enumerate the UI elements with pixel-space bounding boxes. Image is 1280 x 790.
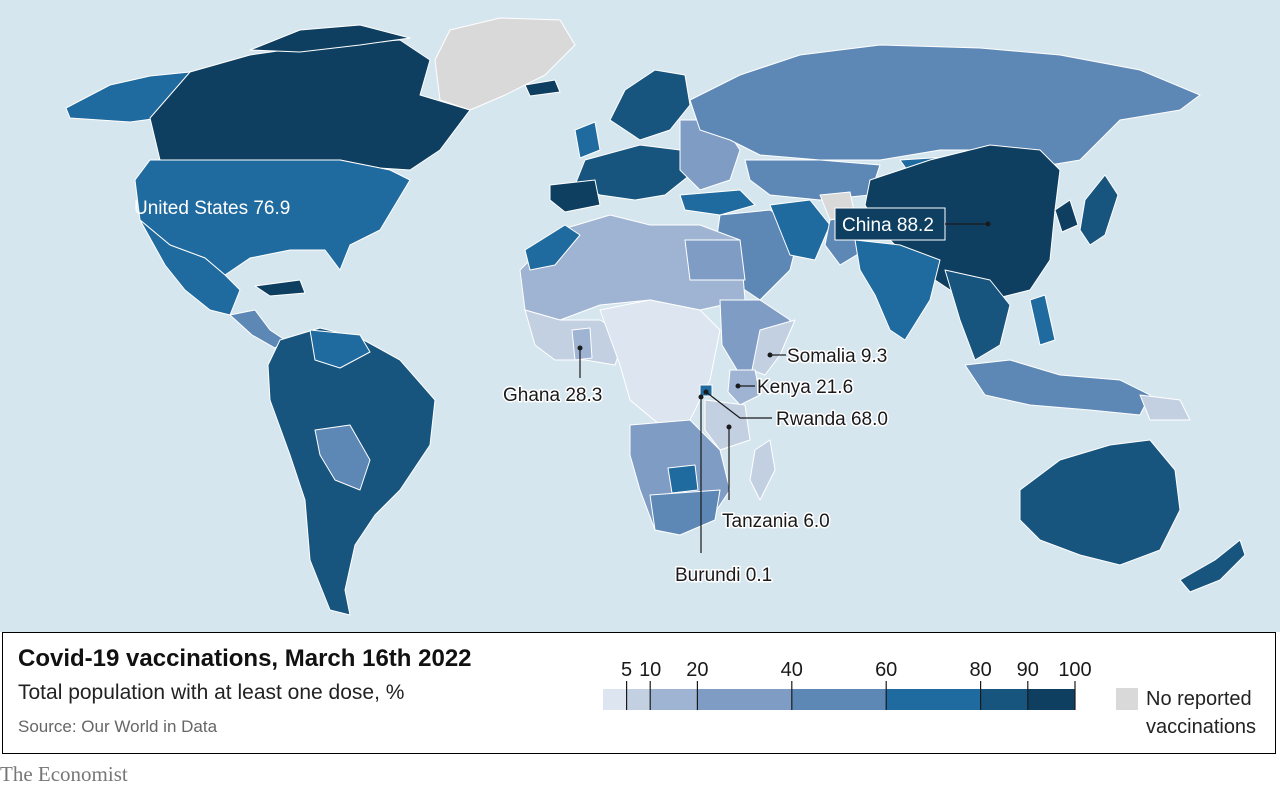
region-india bbox=[854, 239, 941, 341]
region-new-zealand bbox=[1179, 539, 1246, 593]
region-papua bbox=[1139, 394, 1191, 421]
annotations: United States 76.9 China 88.2 Somalia 9.… bbox=[134, 198, 991, 588]
chart-source: Source: Our World in Data bbox=[18, 717, 218, 736]
region-korea bbox=[1054, 199, 1079, 233]
rwanda-dot bbox=[703, 389, 709, 395]
scale-tick-label-90: 90 bbox=[1017, 659, 1039, 681]
region-bolivia-paraguay bbox=[314, 424, 371, 491]
rwanda-leader bbox=[705, 391, 772, 419]
region-philippines bbox=[1029, 294, 1056, 346]
scale-bin-60-80 bbox=[886, 689, 981, 710]
scale-bin-0-5 bbox=[603, 689, 627, 710]
somalia-dot bbox=[767, 352, 773, 358]
region-mexico bbox=[139, 219, 241, 316]
label-china: China 88.2 bbox=[842, 215, 934, 236]
region-turkey bbox=[679, 189, 756, 216]
scale-tick-label-100: 100 bbox=[1058, 659, 1091, 681]
china-dot bbox=[985, 221, 991, 227]
label-burundi: Burundi 0.1 bbox=[675, 565, 772, 586]
label-somalia: Somalia 9.3 bbox=[787, 346, 887, 367]
region-egypt bbox=[684, 239, 746, 281]
region-iran bbox=[769, 199, 831, 261]
chart-subtitle: Total population with at least one dose,… bbox=[18, 681, 405, 704]
scale-tick-label-80: 80 bbox=[969, 659, 991, 681]
brand-footer: The Economist bbox=[0, 762, 128, 786]
china-label-box bbox=[834, 207, 946, 241]
region-south-africa bbox=[649, 489, 721, 536]
region-kenya bbox=[727, 369, 761, 406]
region-central-africa bbox=[599, 299, 721, 426]
chart-title: Covid-19 vaccinations, March 16th 2022 bbox=[18, 645, 472, 672]
region-mainland-se-asia bbox=[944, 269, 1011, 361]
scale-bin-90-100 bbox=[1027, 689, 1075, 710]
no-data-swatch bbox=[1116, 688, 1138, 710]
region-iberia bbox=[549, 179, 601, 213]
no-data-label: No reported vaccinations bbox=[1146, 688, 1257, 738]
scale-tick-label-40: 40 bbox=[781, 659, 803, 681]
region-australia bbox=[1019, 439, 1181, 566]
color-scale: 5 10 20 40 60 80 90 100 bbox=[603, 659, 1092, 710]
region-greenland bbox=[434, 17, 576, 111]
scale-bin-20-40 bbox=[697, 689, 792, 710]
legend-panel: Covid-19 vaccinations, March 16th 2022 T… bbox=[2, 632, 1276, 754]
scale-tick-label-10: 10 bbox=[639, 659, 661, 681]
region-cuba bbox=[254, 279, 306, 297]
region-ghana bbox=[571, 327, 593, 361]
region-somalia bbox=[751, 319, 796, 376]
world-map: United States 76.9 China 88.2 Somalia 9.… bbox=[0, 0, 1280, 632]
label-ghana: Ghana 28.3 bbox=[503, 385, 602, 406]
label-rwanda: Rwanda 68.0 bbox=[776, 409, 888, 430]
region-japan bbox=[1079, 174, 1119, 246]
region-scandinavia bbox=[609, 69, 691, 141]
burundi-dot bbox=[698, 394, 704, 400]
label-kenya: Kenya 21.6 bbox=[757, 377, 853, 398]
region-russia bbox=[689, 44, 1201, 166]
region-uk bbox=[574, 121, 601, 159]
region-botswana bbox=[667, 464, 699, 494]
ghana-dot bbox=[577, 345, 583, 351]
region-venezuela bbox=[309, 329, 371, 369]
scale-tick-label-20: 20 bbox=[686, 659, 708, 681]
scale-bin-5-10 bbox=[626, 689, 651, 710]
scale-bin-40-60 bbox=[791, 689, 887, 710]
scale-bin-80-90 bbox=[980, 689, 1028, 710]
region-canada-islands bbox=[249, 24, 411, 53]
scale-bin-10-20 bbox=[650, 689, 698, 710]
label-united-states: United States 76.9 bbox=[134, 198, 290, 219]
label-tanzania: Tanzania 6.0 bbox=[722, 511, 830, 532]
tanzania-dot bbox=[726, 424, 732, 430]
scale-tick-label-60: 60 bbox=[875, 659, 897, 681]
region-iceland bbox=[524, 79, 561, 97]
region-morocco bbox=[524, 224, 581, 271]
region-madagascar bbox=[749, 439, 776, 501]
scale-tick-label-5: 5 bbox=[621, 659, 632, 681]
kenya-dot bbox=[735, 383, 741, 389]
